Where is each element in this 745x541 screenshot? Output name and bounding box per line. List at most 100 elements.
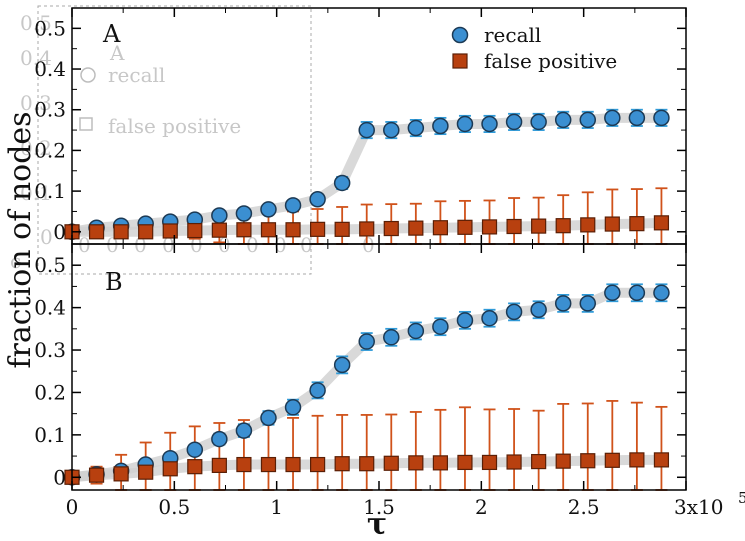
false-positive-point	[113, 466, 129, 482]
ghost-frame	[37, 5, 312, 275]
false-positive-point	[408, 220, 424, 236]
false-positive-point	[457, 454, 473, 471]
false-positive-point	[531, 218, 547, 234]
recall-point	[579, 111, 597, 129]
ghost-xtick: 0	[300, 233, 313, 257]
ghost-ytick: 0.2	[20, 136, 52, 160]
recall-point	[407, 119, 425, 137]
ghost-xtick: 0	[162, 233, 175, 257]
false-positive-point	[580, 453, 596, 469]
false-positive-point	[88, 224, 105, 240]
ghost-xtick: 0	[362, 233, 375, 257]
ghost-ytick: 0	[40, 225, 53, 249]
ghost-ytick: 0.5	[20, 11, 52, 35]
recall-point	[211, 207, 228, 224]
recall-point	[481, 309, 498, 327]
recall-point	[333, 356, 351, 374]
y-axis-title: fraction of nodes	[3, 111, 38, 368]
false-positive-point	[162, 461, 178, 477]
y-tick-label: 0.3	[34, 338, 66, 362]
recall-point	[456, 312, 474, 329]
false-positive-point	[383, 220, 399, 237]
recall-point	[260, 201, 277, 218]
recall-point	[358, 333, 375, 350]
legend-fp-marker	[452, 53, 468, 69]
false-positive-point	[236, 222, 252, 238]
false-positive-point	[481, 454, 498, 471]
recall-point	[186, 441, 204, 458]
recall-point	[554, 111, 572, 129]
false-positive-point	[260, 456, 277, 473]
false-positive-point	[383, 455, 399, 471]
recall-point	[211, 430, 228, 448]
recall-point	[653, 109, 670, 127]
recall-point	[530, 113, 547, 131]
panel-b-series	[63, 283, 670, 491]
false-positive-point	[457, 219, 473, 235]
legend-recall-label: recall	[484, 23, 541, 47]
false-positive-point	[481, 219, 498, 235]
ghost-xtick: 0	[78, 233, 91, 257]
recall-point	[358, 121, 375, 139]
false-positive-point	[310, 456, 326, 473]
legend-recall-marker	[451, 26, 469, 44]
recall-point	[628, 284, 646, 302]
panel-b-label: B	[105, 268, 123, 296]
false-positive-point	[162, 223, 178, 239]
y-tick-label: 0.2	[34, 380, 66, 404]
ghost-legend-square	[79, 117, 93, 131]
y-tick-label: 0.5	[34, 16, 66, 40]
x-axis-title: τ	[367, 507, 387, 541]
ghost-ytick: 0.4	[20, 46, 52, 70]
false-positive-point	[187, 459, 203, 475]
false-positive-point	[310, 221, 326, 237]
x-exponent-label: 5	[738, 489, 745, 507]
ghost-xtick: 0	[246, 233, 259, 257]
recall-point	[604, 109, 621, 127]
recall-point	[481, 115, 498, 133]
x-tick-label: 1	[270, 495, 283, 519]
recall-point	[260, 409, 277, 427]
recall-point	[628, 109, 646, 127]
false-positive-point	[260, 222, 277, 238]
false-positive-point	[113, 224, 129, 240]
false-positive-point	[408, 455, 424, 471]
recall-point	[383, 329, 400, 346]
false-positive-point	[506, 218, 522, 235]
false-positive-point	[285, 456, 301, 473]
y-tick-label: 0.5	[34, 253, 66, 277]
y-tick-label: 0.4	[34, 296, 66, 320]
x-tick-label: 3x10	[674, 495, 723, 519]
y-tick-label: 0.1	[34, 179, 66, 203]
false-positive-point	[138, 224, 154, 240]
recall-point	[284, 197, 302, 214]
recall-point	[579, 295, 597, 312]
false-positive-point	[211, 457, 227, 473]
y-tick-label: 0.2	[34, 138, 66, 162]
recall-point	[456, 115, 474, 133]
false-positive-point	[555, 218, 571, 234]
recall-point	[530, 301, 547, 318]
panel-b: 0 0.1 0.2 0.3 0.4 0.5 0 0.5 1 1.5 2 2.5 3x10 5 B	[34, 243, 745, 519]
recall-point	[309, 382, 326, 399]
x-tick-label: 0	[66, 495, 79, 519]
false-positive-point	[604, 216, 620, 232]
false-positive-point	[187, 222, 203, 239]
panel-b-ticks: 0 0.1 0.2 0.3 0.4 0.5 0 0.5 1 1.5 2 2.5 3x10 5	[34, 244, 745, 519]
y-tick-label: 0.4	[34, 57, 66, 81]
y-tick-label: 0	[53, 220, 66, 244]
false-positive-point	[211, 222, 227, 238]
false-positive-point	[334, 221, 350, 237]
x-tick-label: 0.5	[158, 495, 190, 519]
ghost-legend-circle	[80, 67, 96, 83]
ghost-legend-recall: recall	[108, 63, 165, 87]
recall-point	[333, 174, 351, 192]
false-positive-point	[506, 454, 522, 470]
panel-a-label: A	[102, 20, 121, 48]
false-positive-point	[236, 456, 252, 473]
recall-point	[505, 113, 523, 131]
recall-point	[235, 422, 253, 439]
panel-a-ticks: 0 0.1 0.2 0.3 0.4 0.5	[34, 8, 687, 244]
ghost-panel-label: A	[109, 41, 125, 65]
